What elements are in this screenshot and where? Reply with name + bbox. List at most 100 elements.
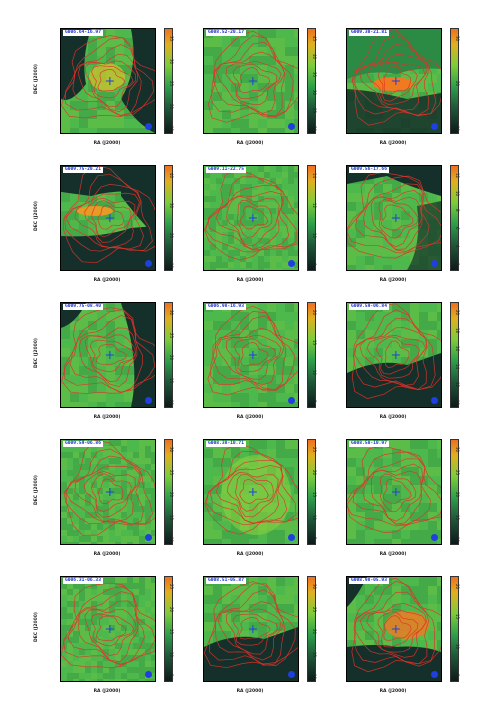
colorbar-tick-label: 25: [455, 469, 460, 475]
x-axis-label: RA (J2000): [236, 552, 264, 557]
y-axis-label: DEC (J2000): [34, 338, 39, 368]
colorbar-tick-label: 25: [169, 584, 174, 590]
colorbar-tick-label: 10: [455, 126, 460, 132]
colorbar-tick-label: 10: [455, 537, 460, 543]
colorbar-tick-label: 14: [455, 364, 460, 370]
colorbar-tick-label: 8: [312, 263, 317, 266]
intensity-map: [204, 577, 298, 681]
intensity-map: [347, 303, 441, 407]
colorbar-tick-label: 35: [312, 72, 317, 78]
beam-ellipse: [431, 534, 438, 541]
map-panel: G008.38-10.71: [203, 439, 299, 545]
intensity-map: [61, 577, 155, 681]
intensity-map: [347, 29, 441, 133]
colorbar-ticks: 10 20 30 40: [169, 165, 182, 269]
colorbar-tick-label: 15: [312, 492, 317, 498]
source-label: G009.59-06.86: [63, 441, 103, 447]
colorbar-tick-label: 15: [169, 126, 174, 132]
source-label: G009.75-08.40: [63, 304, 103, 310]
colorbar-tick-label: 2: [455, 263, 460, 266]
beam-ellipse: [288, 534, 295, 541]
colorbar-tick-label: 12: [455, 173, 460, 179]
intensity-map: [61, 29, 155, 133]
beam-ellipse: [431, 397, 438, 404]
x-axis-label: RA (J2000): [93, 552, 121, 557]
colorbar-tick-label: 25: [312, 447, 317, 453]
source-label: G008.52-20.17: [206, 30, 246, 36]
colorbar-ticks: 10 20 30: [455, 28, 468, 132]
colorbar: [307, 165, 316, 271]
colorbar-tick-label: 20: [169, 233, 174, 239]
beam-ellipse: [145, 671, 152, 678]
colorbar-ticks: 2 4 6 8 10 12: [455, 165, 468, 269]
colorbar-tick-label: 20: [169, 103, 174, 109]
colorbar-ticks: 15 20 25 30 35: [169, 28, 182, 132]
x-axis-label: RA (J2000): [236, 689, 264, 694]
colorbar: [450, 302, 459, 408]
colorbar-tick-label: 25: [169, 332, 174, 338]
map-panel: G009.75-20.21: [60, 165, 156, 271]
colorbar-tick-label: 6: [455, 227, 460, 230]
colorbar-tick-label: 20: [455, 310, 460, 316]
colorbar: [450, 165, 459, 271]
colorbar-tick-label: 30: [169, 447, 174, 453]
intensity-map: [61, 166, 155, 270]
beam-ellipse: [145, 260, 152, 267]
source-label: G009.11-22.75: [206, 167, 246, 173]
colorbar-tick-label: 20: [312, 629, 317, 635]
colorbar-tick-label: 20: [455, 81, 460, 87]
intensity-map: [347, 166, 441, 270]
colorbar-tick-label: 10: [169, 537, 174, 543]
colorbar: [307, 576, 316, 682]
colorbar-tick-label: 15: [312, 340, 317, 346]
x-axis-label: RA (J2000): [93, 141, 121, 146]
colorbar-ticks: 10 15 20 25 30: [455, 439, 468, 543]
map-panel: G008.52-20.17: [203, 28, 299, 134]
colorbar-tick-label: 10: [169, 651, 174, 657]
intensity-map: [204, 303, 298, 407]
colorbar-tick-label: 10: [312, 674, 317, 680]
map-panel: G006.98-16.93: [203, 302, 299, 408]
beam-ellipse: [145, 397, 152, 404]
map-panel: G009.56-17.66: [346, 165, 442, 271]
colorbar-tick-label: 20: [455, 584, 460, 590]
beam-ellipse: [288, 123, 295, 130]
source-label: G006.64-16.97: [63, 30, 103, 36]
x-axis-label: RA (J2000): [379, 415, 407, 420]
colorbar-ticks: 20 25 30 35 40 45: [312, 28, 325, 132]
colorbar-tick-label: 10: [312, 514, 317, 520]
colorbar-tick-label: 14: [312, 173, 317, 179]
colorbar: [164, 439, 173, 545]
colorbar: [164, 28, 173, 134]
y-axis-label: DEC (J2000): [34, 201, 39, 231]
colorbar: [450, 576, 459, 682]
map-panel: G009.11-22.75: [203, 165, 299, 271]
y-axis-label: DEC (J2000): [34, 612, 39, 642]
source-label: G008.50-10.97: [349, 441, 389, 447]
colorbar: [307, 28, 316, 134]
colorbar-tick-label: 12: [312, 203, 317, 209]
map-panel: G009.30-21.81: [346, 28, 442, 134]
map-panel: G006.64-16.97: [60, 28, 156, 134]
colorbar-tick-label: 40: [169, 173, 174, 179]
beam-ellipse: [431, 671, 438, 678]
y-axis-label: DEC (J2000): [34, 64, 39, 94]
x-axis-label: RA (J2000): [93, 278, 121, 283]
colorbar: [307, 302, 316, 408]
map-panel: G009.59-06.86: [60, 439, 156, 545]
colorbar-tick-label: 20: [312, 126, 317, 132]
colorbar-ticks: 10 12 14 16 18 20: [455, 302, 468, 406]
colorbar-tick-label: 25: [169, 469, 174, 475]
colorbar-tick-label: 20: [312, 469, 317, 475]
source-label: G008.38-10.71: [206, 441, 246, 447]
intensity-map: [61, 303, 155, 407]
colorbar-tick-label: 12: [455, 382, 460, 388]
colorbar-tick-label: 10: [169, 263, 174, 269]
colorbar-tick-label: 15: [169, 629, 174, 635]
beam-ellipse: [431, 123, 438, 130]
colorbar-tick-label: 20: [169, 355, 174, 361]
colorbar-tick-label: 35: [169, 36, 174, 42]
map-panel: G009.59-06.84: [346, 302, 442, 408]
colorbar-tick-label: 10: [312, 370, 317, 376]
